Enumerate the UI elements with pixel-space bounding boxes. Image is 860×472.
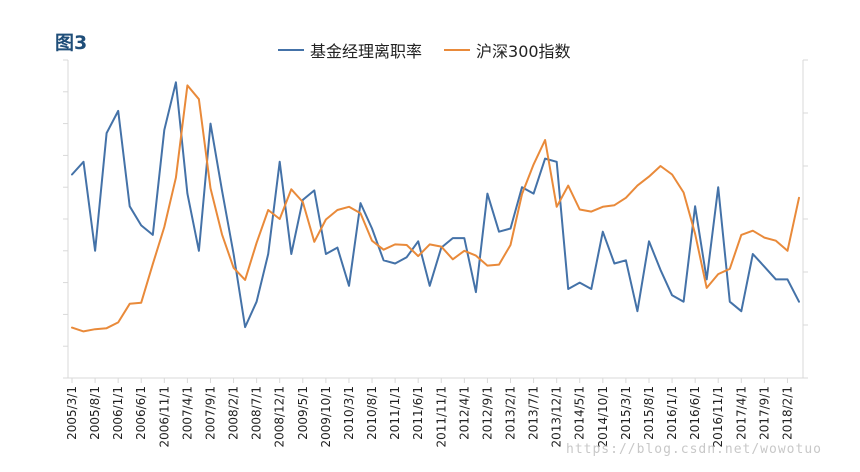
x-tick-label: 2017/4/1 — [734, 386, 748, 440]
x-tick-label: 2009/5/1 — [296, 386, 310, 440]
x-tick-label: 2018/2/1 — [780, 386, 794, 440]
x-tick-label: 2010/3/1 — [342, 386, 356, 440]
x-tick-label: 2008/2/1 — [227, 386, 241, 440]
x-tick-label: 2014/5/1 — [573, 386, 587, 440]
x-tick-label: 2013/7/1 — [527, 386, 541, 440]
x-tick-label: 2008/7/1 — [250, 386, 264, 440]
legend-swatch-turnover — [278, 49, 304, 51]
x-tick-label: 2011/11/1 — [434, 386, 448, 448]
x-tick-label: 2010/8/1 — [365, 386, 379, 440]
x-tick-label: 2007/9/1 — [203, 386, 217, 440]
x-tick-label: 2014/10/1 — [596, 386, 610, 448]
x-tick-label: 2013/2/1 — [504, 386, 518, 440]
legend-swatch-csi300 — [444, 49, 471, 51]
x-tick-label: 2016/1/1 — [665, 386, 679, 440]
x-tick-label: 2016/11/1 — [711, 386, 725, 448]
x-tick-label: 2006/11/1 — [157, 386, 171, 448]
chart-legend: 基金经理离职率 沪深300指数 — [278, 38, 593, 62]
legend-item-turnover: 基金经理离职率 — [278, 38, 422, 62]
x-tick-label: 2007/4/1 — [180, 386, 194, 440]
x-tick-label: 2015/8/1 — [642, 386, 656, 440]
legend-label-csi300: 沪深300指数 — [476, 42, 571, 61]
x-tick-label: 2005/8/1 — [88, 386, 102, 440]
series-line-turnover — [71, 81, 800, 329]
x-tick-label: 2008/12/1 — [273, 386, 287, 448]
x-tick-label: 2016/6/1 — [688, 386, 702, 440]
x-tick-label: 2012/4/1 — [457, 386, 471, 440]
figure-label: 图3 — [55, 32, 88, 54]
x-tick-label: 2006/1/1 — [111, 386, 125, 440]
legend-item-csi300: 沪深300指数 — [444, 38, 571, 62]
x-tick-label: 2009/10/1 — [319, 386, 333, 448]
x-tick-label: 2017/9/1 — [757, 386, 771, 440]
x-tick-label: 2006/6/1 — [134, 386, 148, 440]
legend-label-turnover: 基金经理离职率 — [310, 42, 423, 61]
x-tick-label: 2015/3/1 — [619, 386, 633, 440]
x-tick-label: 2011/6/1 — [411, 386, 425, 440]
watermark-text: https://blog.csdn.net/wowotuo — [566, 442, 822, 457]
x-tick-label: 2011/1/1 — [388, 386, 402, 440]
x-tick-label: 2005/3/1 — [65, 386, 79, 440]
series-line-csi300 — [71, 84, 800, 333]
x-tick-label: 2013/12/1 — [550, 386, 564, 448]
x-tick-label: 2012/9/1 — [480, 386, 494, 440]
